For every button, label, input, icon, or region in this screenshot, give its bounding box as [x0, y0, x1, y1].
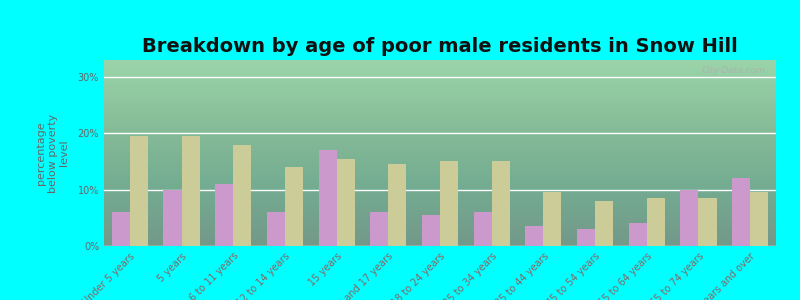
- Bar: [422, 215, 440, 246]
- Text: City-Data.com: City-Data.com: [702, 66, 766, 75]
- Bar: [440, 161, 458, 246]
- Bar: [698, 198, 717, 246]
- Bar: [215, 184, 234, 246]
- Bar: [182, 136, 200, 246]
- Bar: [267, 212, 285, 246]
- Bar: [234, 145, 251, 246]
- Bar: [732, 178, 750, 246]
- Bar: [370, 212, 388, 246]
- Title: Breakdown by age of poor male residents in Snow Hill: Breakdown by age of poor male residents …: [142, 37, 738, 56]
- Bar: [680, 190, 698, 246]
- Bar: [629, 224, 646, 246]
- Bar: [595, 201, 613, 246]
- Bar: [112, 212, 130, 246]
- Bar: [163, 190, 182, 246]
- Bar: [388, 164, 406, 246]
- Bar: [543, 193, 562, 246]
- Bar: [646, 198, 665, 246]
- Bar: [577, 229, 595, 246]
- Bar: [318, 150, 337, 246]
- Bar: [474, 212, 492, 246]
- Bar: [337, 159, 354, 246]
- Bar: [285, 167, 303, 246]
- Bar: [750, 193, 768, 246]
- Bar: [130, 136, 148, 246]
- Y-axis label: percentage
below poverty
level: percentage below poverty level: [36, 113, 70, 193]
- Bar: [526, 226, 543, 246]
- Bar: [492, 161, 510, 246]
